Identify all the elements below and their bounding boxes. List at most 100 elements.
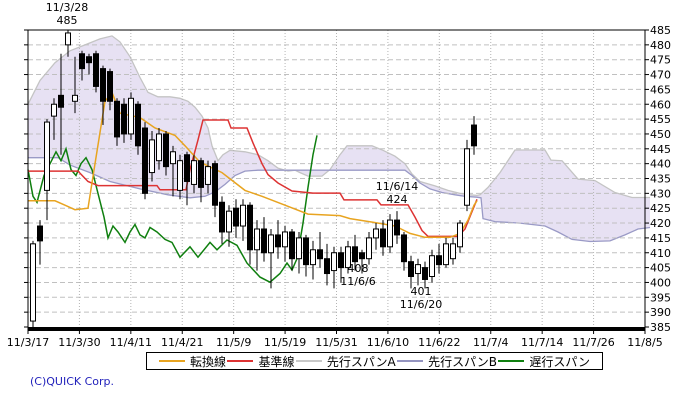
y-axis-label: 455 xyxy=(650,113,671,126)
kijun-line xyxy=(28,119,478,238)
copyright-text: (C)QUICK Corp. xyxy=(30,375,115,388)
y-axis-label: 415 xyxy=(650,232,671,245)
candle-body xyxy=(275,234,281,248)
senkou-span-a-line xyxy=(27,35,650,199)
candle-body xyxy=(296,237,302,260)
y-axis-label: 460 xyxy=(650,98,671,111)
candle-body xyxy=(121,103,127,135)
y-axis-label: 485 xyxy=(650,24,671,37)
annotation-jun14-date: 11/6/14 xyxy=(375,180,419,193)
candle-body xyxy=(86,56,92,64)
candle-body xyxy=(226,210,232,233)
candle-body xyxy=(359,252,365,260)
x-axis-label: 11/7/4 xyxy=(473,336,508,349)
legend-item-label: 先行スパンA xyxy=(326,354,396,369)
candle-body xyxy=(317,249,323,260)
candle-body xyxy=(247,204,253,251)
y-axis-label: 450 xyxy=(650,128,671,141)
candle-body xyxy=(149,139,155,174)
x-axis-label: 11/6/10 xyxy=(367,336,409,349)
candle-body xyxy=(408,261,414,278)
senkou-span-b-line xyxy=(28,157,651,243)
candle-body xyxy=(184,154,190,182)
x-axis-bar xyxy=(28,327,645,331)
candle-body xyxy=(219,201,225,233)
legend-item: 先行スパンB xyxy=(397,353,497,370)
legend: 転換線 基準線 先行スパンA 先行スパンB 遅行スパン xyxy=(146,352,603,370)
y-axis-label: 435 xyxy=(650,173,671,186)
candle-body xyxy=(128,97,134,135)
candle-body xyxy=(324,258,330,275)
y-axis-label: 430 xyxy=(650,187,671,200)
x-axis-label: 11/5/19 xyxy=(264,336,306,349)
candle-body xyxy=(135,103,141,147)
candle-body xyxy=(79,53,85,70)
candle-body xyxy=(170,151,176,165)
tenkan-line xyxy=(28,90,478,239)
candle-body xyxy=(114,100,120,138)
annotation-peak-value: 485 xyxy=(56,14,78,27)
candle-body xyxy=(100,68,106,102)
candle-body xyxy=(198,160,204,188)
candle-body xyxy=(37,225,43,242)
candle-body xyxy=(436,255,442,266)
x-axis-label: 11/4/21 xyxy=(161,336,203,349)
candle-body xyxy=(464,148,470,206)
annotation-jun14-value: 424 xyxy=(386,193,408,206)
legend-item-label: 遅行スパン xyxy=(529,354,590,369)
x-axis-label: 11/5/31 xyxy=(315,336,357,349)
annotation-peak-date: 11/3/28 xyxy=(45,1,89,14)
candle-body xyxy=(310,249,316,266)
candle-body xyxy=(254,228,260,251)
candle-body xyxy=(93,53,99,87)
y-axis-label: 395 xyxy=(650,291,671,304)
legend-line-sample xyxy=(397,360,424,362)
candle-body xyxy=(240,204,246,227)
candle-body xyxy=(443,243,449,266)
candle-body xyxy=(205,166,211,185)
x-axis-label: 11/7/26 xyxy=(572,336,614,349)
annotation-peak: 11/3/28 485 xyxy=(46,1,88,27)
annotation-jun6-date: 11/6/6 xyxy=(340,275,376,288)
candle-body xyxy=(177,160,183,191)
candle-body xyxy=(282,231,288,248)
candle-body xyxy=(331,252,337,272)
y-axis-label: 480 xyxy=(650,39,671,52)
legend-item-label: 転換線 xyxy=(190,354,227,369)
candle-body xyxy=(233,207,239,227)
legend-item: 転換線 xyxy=(159,353,226,370)
candle-body xyxy=(471,124,477,147)
legend-line-sample xyxy=(295,360,322,362)
y-axis-label: 390 xyxy=(650,306,671,319)
cloud-area xyxy=(28,35,650,242)
legend-item: 基準線 xyxy=(227,353,294,370)
legend-item-label: 基準線 xyxy=(258,354,295,369)
candle-body xyxy=(429,255,435,278)
candle-body xyxy=(422,267,428,280)
annotation-jun14-high: 11/6/14 424 xyxy=(376,180,418,206)
y-axis-label: 445 xyxy=(650,143,671,156)
candle-body xyxy=(72,94,78,102)
legend-item-label: 先行スパンB xyxy=(428,354,497,369)
y-axis-label: 475 xyxy=(650,54,671,67)
candle-body xyxy=(212,163,218,206)
candle-body xyxy=(107,71,113,102)
candle-body xyxy=(387,219,393,248)
candle-body xyxy=(268,234,274,254)
y-axis-label: 425 xyxy=(650,202,671,215)
gridlines xyxy=(27,30,646,327)
candle-body xyxy=(44,121,50,191)
candle-body xyxy=(457,222,463,248)
x-axis-label: 11/7/14 xyxy=(521,336,563,349)
candle-body xyxy=(394,219,400,236)
x-axis-label: 11/3/30 xyxy=(58,336,100,349)
legend-line-sample xyxy=(159,360,185,362)
candle-body xyxy=(51,103,57,117)
candle-body xyxy=(352,246,358,263)
candle-body xyxy=(30,243,36,322)
y-axis-label: 385 xyxy=(650,321,671,334)
legend-item: 遅行スパン xyxy=(498,353,590,370)
candle-body xyxy=(401,234,407,263)
